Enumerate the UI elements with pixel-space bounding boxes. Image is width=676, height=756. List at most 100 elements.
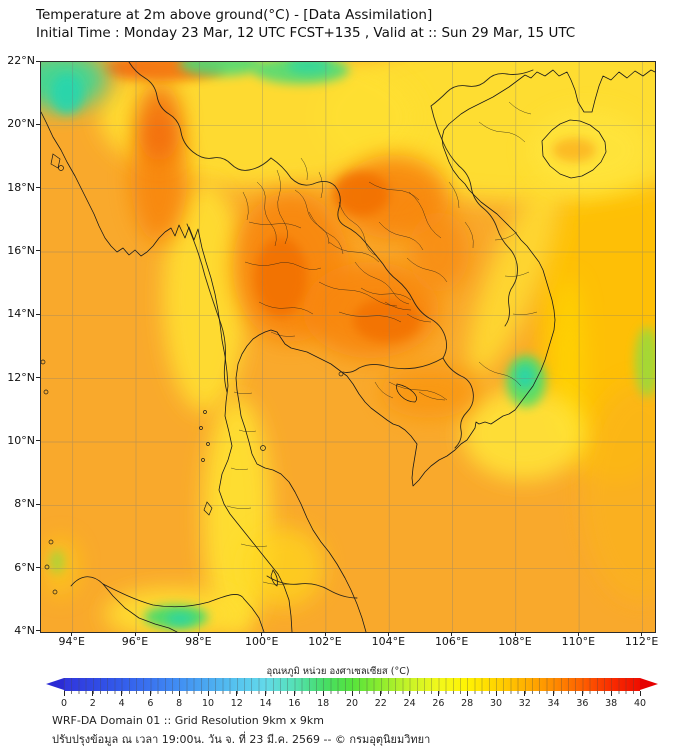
colorbar-tick-label: 8 [176, 698, 183, 709]
colorbar-tick-label: 40 [633, 698, 647, 709]
page-title: Temperature at 2m above ground(°C) - [Da… [36, 7, 433, 23]
y-tick-label: 22°N [7, 54, 35, 67]
x-tick-label: 112°E [624, 635, 659, 648]
colorbar-segment-lines [64, 678, 640, 691]
colorbar-tick-mark [293, 691, 295, 696]
y-tick-mark [36, 123, 40, 125]
x-tick-mark [387, 632, 389, 636]
colorbar-gradient-bar [64, 678, 640, 691]
y-tick-mark [36, 313, 40, 315]
x-tick-label: 94°E [58, 635, 85, 648]
colorbar-tick-mark [553, 691, 555, 696]
colorbar-tick-label: 10 [201, 698, 215, 709]
x-tick-mark [324, 632, 326, 636]
x-tick-mark [514, 632, 516, 636]
x-tick-mark [577, 632, 579, 636]
colorbar-tick-mark [466, 691, 468, 696]
x-tick-mark [641, 632, 643, 636]
colorbar-tick-mark [437, 691, 439, 696]
y-tick-mark [36, 60, 40, 62]
colorbar-tick-label: 36 [576, 698, 589, 709]
colorbar-tick-mark [236, 691, 238, 696]
colorbar-tick-mark [581, 691, 583, 696]
colorbar-tick-mark [610, 691, 612, 696]
colorbar-tick-label: 26 [432, 698, 445, 709]
x-tick-label: 110°E [561, 635, 596, 648]
colorbar-tick-label: 12 [230, 698, 243, 709]
colorbar-tick-mark [63, 691, 65, 696]
map-svg [41, 62, 655, 632]
colorbar-tick-mark [322, 691, 324, 696]
colorbar-tick-label: 20 [345, 698, 359, 709]
colorbar-tick-mark [409, 691, 411, 696]
colorbar-tick-label: 22 [374, 698, 387, 709]
colorbar-left-arrow [46, 678, 64, 690]
x-tick-label: 104°E [371, 635, 406, 648]
y-tick-mark [36, 377, 40, 379]
coastlines [41, 69, 655, 632]
colorbar-tick-mark [524, 691, 526, 696]
footer-model-info: WRF-DA Domain 01 :: Grid Resolution 9km … [52, 714, 324, 727]
country-borders [128, 62, 534, 599]
colorbar-tick-label: 4 [118, 698, 125, 709]
x-tick-label: 100°E [244, 635, 279, 648]
colorbar-right-arrow [640, 678, 658, 690]
colorbar-tick-label: 24 [403, 698, 416, 709]
y-tick-mark [36, 567, 40, 569]
colorbar-tick-mark [92, 691, 94, 696]
y-tick-mark [36, 440, 40, 442]
map-plot [40, 61, 656, 633]
colorbar-tick-mark [149, 691, 151, 696]
x-tick-mark [261, 632, 263, 636]
x-tick-mark [197, 632, 199, 636]
y-tick-label: 14°N [7, 307, 35, 321]
y-tick-mark [36, 250, 40, 252]
colorbar-tick-label: 18 [317, 698, 330, 709]
colorbar-tick-label: 28 [461, 698, 474, 709]
y-tick-label: 4°N [14, 623, 35, 637]
footer-update-info: ปรับปรุงข้อมูล ณ เวลา 19:00น. วัน จ. ที่… [52, 733, 431, 746]
y-tick-label: 18°N [7, 180, 35, 194]
colorbar-label: อุณหภูมิ หน่วย องศาเซลเซียส (°C) [266, 666, 410, 677]
colorbar-tick-mark [639, 691, 641, 696]
y-tick-label: 10°N [7, 433, 35, 447]
x-tick-label: 106°E [434, 635, 469, 648]
x-tick-mark [134, 632, 136, 636]
y-tick-label: 8°N [14, 497, 35, 511]
y-tick-label: 20°N [7, 117, 35, 131]
y-tick-label: 16°N [7, 243, 35, 257]
temperature-field [41, 62, 655, 632]
colorbar-tick-mark [495, 691, 497, 696]
colorbar-tick-label: 2 [89, 698, 96, 709]
colorbar-tick-label: 0 [60, 698, 68, 709]
x-tick-label: 98°E [185, 635, 212, 648]
islands [41, 153, 417, 595]
colorbar-tick-label: 30 [489, 698, 503, 709]
x-tick-mark [451, 632, 453, 636]
y-tick-mark [36, 503, 40, 505]
colorbar-tick-mark [178, 691, 180, 696]
y-tick-label: 6°N [14, 560, 35, 574]
colorbar-tick-label: 38 [605, 698, 618, 709]
colorbar-tick-mark [380, 691, 382, 696]
page-subtitle: Initial Time : Monday 23 Mar, 12 UTC FCS… [36, 25, 576, 41]
colorbar-tick-mark [121, 691, 123, 696]
x-tick-label: 108°E [498, 635, 532, 648]
province-borders [226, 101, 538, 585]
x-tick-label: 96°E [121, 635, 149, 648]
y-tick-mark [36, 630, 40, 632]
y-tick-mark [36, 187, 40, 189]
colorbar-tick-label: 32 [518, 698, 531, 709]
colorbar-tick-label: 16 [288, 698, 301, 709]
colorbar-tick-mark [265, 691, 267, 696]
latlon-grid [41, 62, 655, 632]
colorbar-tick-mark [351, 691, 353, 696]
x-tick-mark [71, 632, 73, 636]
colorbar-tick-label: 6 [147, 698, 154, 709]
y-tick-label: 12°N [7, 370, 35, 384]
colorbar-tick-label: 14 [259, 698, 272, 709]
colorbar-tick-mark [207, 691, 209, 696]
x-tick-label: 102°E [308, 635, 342, 648]
colorbar-tick-label: 34 [547, 698, 560, 709]
